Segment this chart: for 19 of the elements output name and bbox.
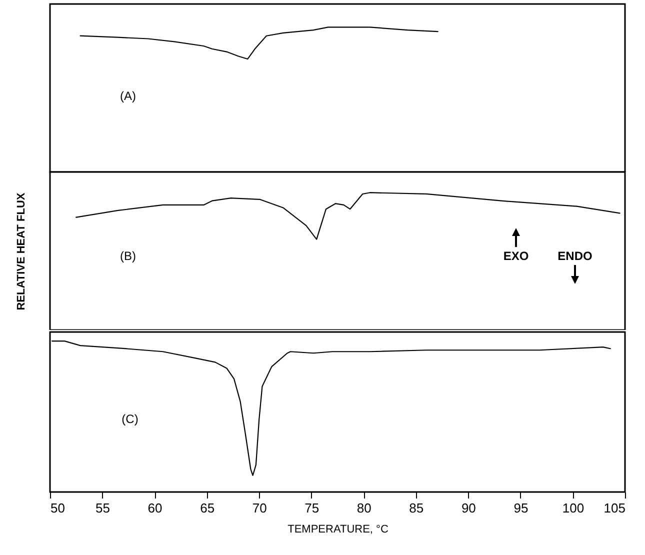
x-tick-label: 50 [50,500,65,516]
x-tick-label: 70 [252,500,267,516]
x-tick-label: 75 [304,500,320,516]
annotation: ENDO [558,249,592,263]
x-tick-label: 60 [148,500,162,516]
x-tick-label: 90 [461,500,476,516]
annotation: (C) [122,412,138,426]
x-tick-label: 80 [356,500,372,516]
x-tick-label: 65 [200,500,215,516]
annotation: EXO [503,249,529,263]
x-tick-label: 85 [409,500,424,516]
annotation: (B) [120,249,136,263]
x-tick-label: 105 [604,500,626,516]
x-axis-title: TEMPERATURE, °C [288,524,388,536]
x-tick-label: 95 [514,500,528,516]
annotation: (A) [120,89,136,103]
x-tick-label: 55 [96,500,110,516]
y-axis-title: RELATIVE HEAT FLUX [16,192,28,310]
x-tick-label: 100 [562,500,584,516]
